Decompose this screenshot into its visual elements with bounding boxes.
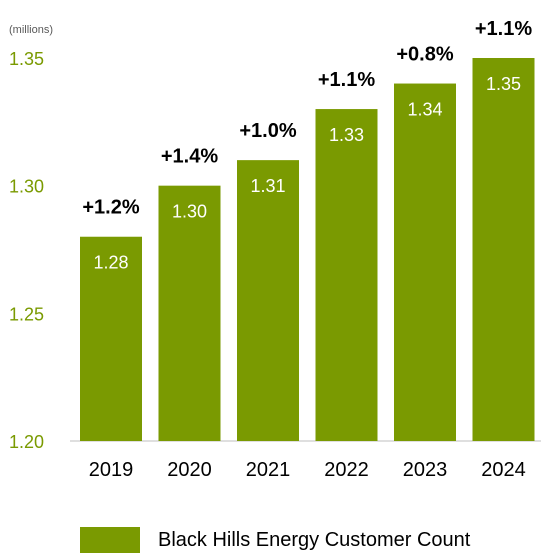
x-tick-label: 2023 (403, 459, 448, 481)
bar (237, 160, 299, 441)
bar-value-label: 1.28 (93, 253, 128, 273)
bar-value-label: 1.31 (250, 176, 285, 196)
bar (394, 83, 456, 442)
y-tick-label: 1.35 (9, 49, 44, 69)
growth-label: +1.2% (82, 197, 139, 219)
growth-label: +1.1% (475, 18, 532, 40)
bar (472, 58, 535, 441)
y-tick-label: 1.25 (9, 304, 44, 324)
x-tick-label: 2020 (167, 459, 212, 481)
x-tick-label: 2024 (481, 459, 526, 481)
growth-label: +1.0% (239, 120, 296, 142)
bars: 1.28 +1.2% 1.30 +1.4% 1.31 +1.0% 1.33 +1.1% 1.34… (80, 18, 535, 442)
x-tick-label: 2022 (324, 459, 369, 481)
x-axis: 2019 2020 2021 2022 2023 2024 (89, 459, 526, 481)
x-tick-label: 2021 (246, 459, 291, 481)
x-tick-label: 2019 (89, 459, 134, 481)
unit-label: (millions) (9, 24, 53, 36)
growth-label: +1.1% (318, 69, 375, 91)
legend-label: Black Hills Energy Customer Count (158, 528, 471, 551)
growth-label: +0.8% (396, 44, 453, 66)
bar-value-label: 1.33 (329, 125, 364, 145)
bar-value-label: 1.34 (407, 100, 442, 120)
bar (315, 109, 378, 442)
bar (80, 236, 142, 441)
legend-swatch (80, 527, 140, 553)
y-axis: 1.20 1.25 1.30 1.35 (9, 49, 44, 452)
bar (158, 185, 221, 441)
bar-chart: 1.20 1.25 1.30 1.35 1.28 +1.2% 1.30 +1.4% 1.31 +… (9, 18, 541, 481)
y-tick-label: 1.20 (9, 432, 44, 452)
growth-label: +1.4% (161, 146, 218, 168)
bar-value-label: 1.30 (172, 202, 207, 222)
bar-value-label: 1.35 (486, 74, 521, 94)
y-tick-label: 1.30 (9, 177, 44, 197)
legend: Black Hills Energy Customer Count (80, 527, 470, 553)
